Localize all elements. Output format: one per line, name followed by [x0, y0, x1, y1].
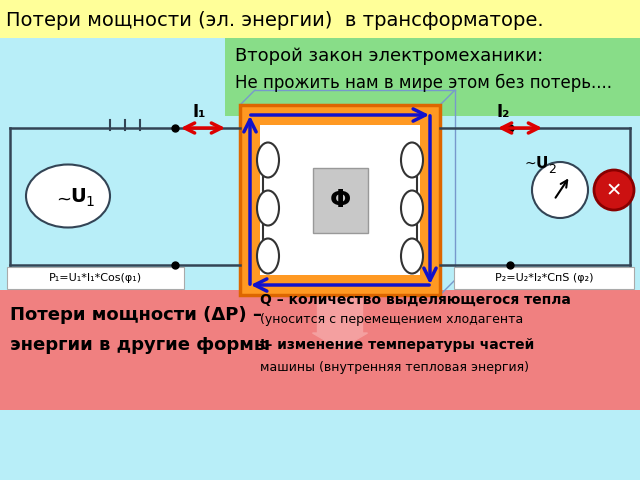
- Ellipse shape: [401, 191, 423, 226]
- FancyArrow shape: [312, 295, 367, 349]
- Text: энергии в другие формы: энергии в другие формы: [10, 336, 270, 354]
- FancyBboxPatch shape: [0, 0, 640, 38]
- Text: Второй закон электромеханики:: Второй закон электромеханики:: [235, 47, 543, 65]
- Text: P₁=U₁*I₁*Cos(φ₁): P₁=U₁*I₁*Cos(φ₁): [49, 273, 141, 283]
- Text: (уносится с перемещением хлодагента: (уносится с перемещением хлодагента: [260, 313, 524, 326]
- Text: U: U: [70, 187, 86, 205]
- Text: машины (внутренняя тепловая энергия): машины (внутренняя тепловая энергия): [260, 361, 529, 374]
- FancyBboxPatch shape: [454, 267, 634, 289]
- Circle shape: [594, 170, 634, 210]
- FancyBboxPatch shape: [260, 125, 420, 275]
- Text: Не прожить нам в мире этом без потерь....: Не прожить нам в мире этом без потерь...…: [235, 74, 612, 92]
- Text: I₁: I₁: [193, 103, 206, 121]
- Ellipse shape: [257, 191, 279, 226]
- FancyBboxPatch shape: [7, 267, 184, 289]
- Text: 2: 2: [548, 163, 556, 176]
- Ellipse shape: [401, 239, 423, 274]
- Text: Потери мощности (эл. энергии)  в трансформаторе.: Потери мощности (эл. энергии) в трансфор…: [6, 11, 543, 29]
- Text: I₂: I₂: [497, 103, 510, 121]
- Text: ✕: ✕: [606, 181, 622, 201]
- FancyBboxPatch shape: [240, 105, 440, 295]
- Text: t- изменение температуры частей: t- изменение температуры частей: [260, 338, 534, 352]
- Text: U: U: [536, 156, 548, 171]
- Ellipse shape: [401, 143, 423, 178]
- Text: Q – количество выделяющегося тепла: Q – количество выделяющегося тепла: [260, 293, 571, 307]
- FancyBboxPatch shape: [0, 290, 640, 410]
- Text: ~: ~: [56, 191, 72, 209]
- Text: Потери мощности (ΔP) –: Потери мощности (ΔP) –: [10, 306, 262, 324]
- Circle shape: [532, 162, 588, 218]
- Text: P₂=U₂*I₂*CпS (φ₂): P₂=U₂*I₂*CпS (φ₂): [495, 273, 593, 283]
- FancyBboxPatch shape: [312, 168, 367, 232]
- Text: ~: ~: [524, 157, 536, 171]
- Ellipse shape: [257, 239, 279, 274]
- Text: Φ: Φ: [330, 188, 351, 212]
- Ellipse shape: [257, 143, 279, 178]
- FancyBboxPatch shape: [225, 38, 640, 116]
- Ellipse shape: [26, 165, 110, 228]
- Text: 1: 1: [86, 195, 95, 209]
